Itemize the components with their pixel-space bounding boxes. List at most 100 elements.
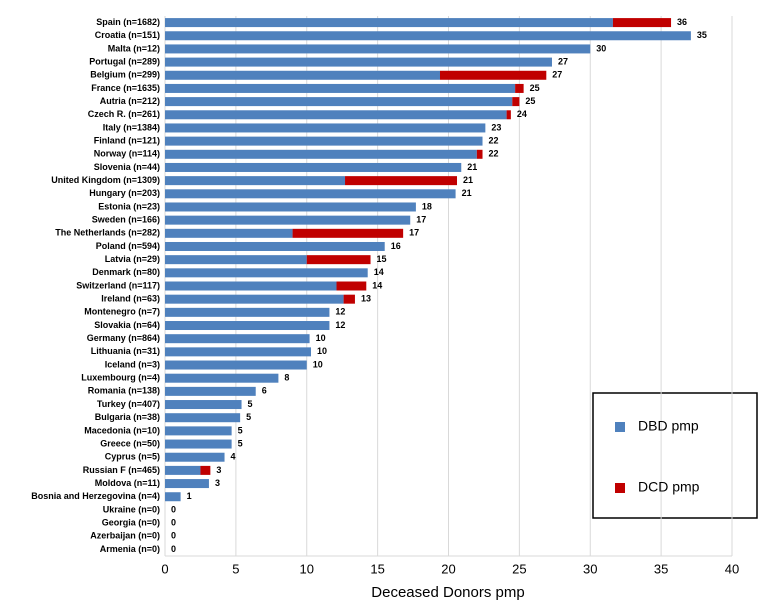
y-tick-label: Malta (n=12) [108,43,160,53]
bar-segment [165,83,516,93]
bar-segment [612,18,672,28]
bar-segment [165,176,346,186]
y-tick-label: Ireland (n=63) [101,294,160,304]
bar-segment [165,347,312,357]
legend-label: DBD pmp [638,418,699,434]
bar-segment [512,97,520,107]
legend-swatch [615,483,625,493]
bar-segment [165,44,591,54]
bar-segment [165,452,225,462]
bar-segment [165,202,416,212]
total-label: 16 [391,241,401,251]
total-label: 27 [552,70,562,80]
bar-segment [165,149,477,159]
total-label: 4 [231,452,236,462]
bar-segment [165,255,307,265]
total-label: 21 [467,162,477,172]
y-tick-label: Lithuania (n=31) [91,346,160,356]
y-tick-label: The Netherlands (n=282) [55,228,160,238]
bar-segment [200,465,211,475]
total-label: 5 [238,438,243,448]
bar-segment [165,439,232,449]
bar-segment [165,18,613,28]
bar-segment [165,479,209,489]
y-tick-label: Germany (n=864) [87,333,160,343]
y-tick-label: Finland (n=121) [94,135,160,145]
bar-segment [506,110,511,120]
total-label: 22 [489,149,499,159]
y-tick-label: Luxembourg (n=4) [81,373,160,383]
bar-segment [165,123,486,133]
bar-segment [165,360,307,370]
bar-segment [336,281,367,291]
x-tick-label: 0 [161,561,168,576]
total-label: 25 [525,96,535,106]
y-tick-label: Belgium (n=299) [90,70,160,80]
y-tick-label: Bulgaria (n=38) [95,412,160,422]
bar-segment [345,176,458,186]
total-label: 17 [409,228,419,238]
total-label: 5 [246,412,251,422]
bar-segment [165,228,293,238]
bar-segment [165,162,462,172]
y-tick-label: Greece (n=50) [100,438,160,448]
y-tick-label: Armenia (n=0) [100,544,160,554]
y-tick-label: Moldova (n=11) [95,478,160,488]
total-label: 5 [248,399,253,409]
total-label: 12 [335,307,345,317]
y-tick-label: Macedonia (n=10) [84,425,160,435]
y-tick-label: Bosnia and Herzegovina (n=4) [31,491,160,501]
bar-segment [165,136,483,146]
bar-segment [165,57,552,67]
bar-segment [165,97,513,107]
total-label: 3 [216,465,221,475]
total-label: 3 [215,478,220,488]
total-label: 25 [530,83,540,93]
bar-segment [165,373,279,383]
y-tick-label: Poland (n=594) [96,241,160,251]
y-tick-label: Ukraine (n=0) [103,504,160,514]
legend-label: DCD pmp [638,479,700,495]
x-axis-title: Deceased Donors pmp [371,584,524,601]
total-label: 36 [677,17,687,27]
bar-segment [165,426,232,436]
y-tick-label: Autria (n=212) [100,96,160,106]
y-tick-label: Turkey (n=407) [97,399,160,409]
total-label: 14 [372,280,382,290]
y-tick-label: Estonia (n=23) [98,201,160,211]
bar-segment [165,386,256,396]
bar-segment [165,281,337,291]
total-label: 0 [171,517,176,527]
y-tick-label: Hungary (n=203) [89,188,160,198]
y-tick-label: Denmark (n=80) [92,267,160,277]
bar-segment [165,70,440,80]
bar-segment [165,294,344,304]
bar-segment [165,321,330,331]
total-label: 21 [462,188,472,198]
y-tick-label: Spain (n=1682) [96,17,160,27]
x-tick-label: 40 [725,561,739,576]
y-tick-label: Slovakia (n=64) [94,320,160,330]
bar-segment [165,241,385,251]
y-tick-label: Italy (n=1384) [103,122,160,132]
y-tick-label: Croatia (n=151) [95,30,160,40]
total-label: 35 [697,30,707,40]
x-tick-label: 20 [441,561,455,576]
total-label: 13 [361,294,371,304]
total-label: 10 [317,346,327,356]
total-label: 5 [238,425,243,435]
bar-segment [343,294,355,304]
total-label: 24 [517,109,527,119]
y-tick-label: Switzerland (n=117) [76,280,160,290]
total-label: 14 [374,267,384,277]
bar-segment [165,31,691,41]
y-tick-label: Romania (n=138) [88,386,160,396]
bar-segment [165,268,368,278]
total-label: 18 [422,201,432,211]
y-tick-label: Iceland (n=3) [105,359,160,369]
y-tick-label: Czech R. (n=261) [88,109,160,119]
total-label: 10 [313,359,323,369]
y-tick-label: Russian F (n=465) [83,465,160,475]
y-tick-label: Slovenia (n=44) [94,162,160,172]
